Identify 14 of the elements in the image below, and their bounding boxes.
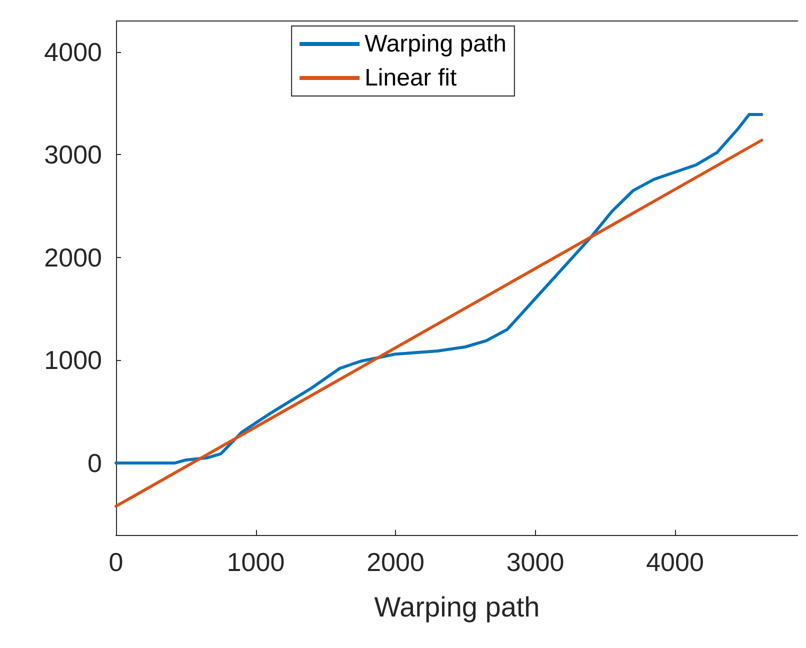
legend-label: Linear fit [364,64,457,92]
y-tick-label: 1000 [44,345,102,376]
y-tick-label: 4000 [44,36,102,67]
y-tick-label: 0 [88,448,102,478]
y-tick-label: 3000 [44,140,102,170]
x-tick-label: 0 [108,547,124,577]
line-series [114,113,764,465]
y-tick-label: 2000 [44,242,102,272]
x-axis-title: Warping path [374,592,540,622]
legend-label: Warping path [364,30,506,58]
x-tick-label: 1000 [226,547,285,577]
x-tick-label: 4000 [646,547,704,577]
x-tick-label: 3000 [506,547,564,577]
x-tick-label: 2000 [366,547,424,577]
